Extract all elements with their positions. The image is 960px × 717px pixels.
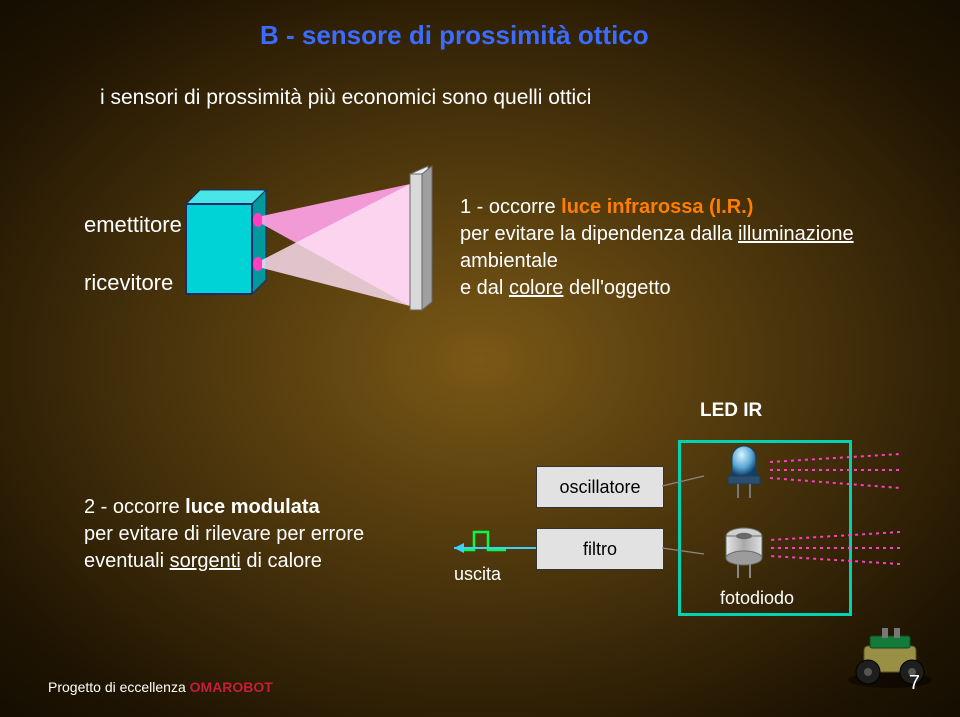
point1-l3a: e dal	[460, 277, 509, 299]
uscita-label: uscita	[454, 564, 501, 585]
box-side	[252, 190, 266, 294]
receiver-label: ricevitore	[84, 270, 173, 296]
fotodiodo-label: fotodiodo	[720, 588, 794, 609]
box-front	[186, 204, 252, 294]
footer-name: OMAROBOT	[190, 679, 273, 695]
point2-prefix: 2 - occorre	[84, 496, 185, 518]
point1-text: 1 - occorre luce infrarossa (I.R.) per e…	[460, 194, 890, 302]
point1-bold: luce infrarossa (I.R.)	[561, 196, 753, 218]
point1-l2b: illuminazione	[738, 223, 854, 245]
emitter-label: emettitore	[84, 212, 182, 238]
footer-text: Progetto di eccellenza OMAROBOT	[48, 679, 273, 695]
photodiode-icon	[712, 522, 776, 582]
point2-bold: luce modulata	[185, 496, 319, 518]
emitter-hole	[253, 213, 263, 227]
point2-text: 2 - occorre luce modulata per evitare di…	[84, 494, 444, 575]
footer-prefix: Progetto di eccellenza	[48, 679, 190, 695]
led-emission-lines	[770, 452, 910, 496]
wall-side	[422, 166, 432, 310]
led-ir-label: LED IR	[700, 400, 762, 422]
point1-l3c: dell'oggetto	[563, 277, 670, 299]
filter-box: filtro	[536, 528, 664, 570]
wall-front	[410, 174, 422, 310]
subtitle: i sensori di prossimità più economici so…	[100, 86, 591, 110]
page-number: 7	[909, 672, 920, 695]
point2-l3c: di calore	[241, 550, 322, 572]
led-ir-icon	[712, 446, 776, 502]
oscillator-box: oscillatore	[536, 466, 664, 508]
point2-l3a: eventuali	[84, 550, 170, 572]
sensor-diagram	[170, 160, 450, 330]
point1-l2a: per evitare la dipendenza dalla	[460, 223, 732, 245]
page-title: B - sensore di prossimità ottico	[260, 20, 649, 51]
robot-icon	[842, 616, 938, 692]
pulse-signal	[440, 520, 540, 566]
point1-l3b: colore	[509, 277, 563, 299]
point2-l3b: sorgenti	[170, 550, 241, 572]
photodiode-reception-lines	[770, 528, 910, 572]
receiver-hole	[253, 257, 263, 271]
point2-l2: per evitare di rilevare per errore	[84, 523, 364, 545]
point1-l2c: ambientale	[460, 250, 558, 272]
point1-prefix: 1 - occorre	[460, 196, 561, 218]
